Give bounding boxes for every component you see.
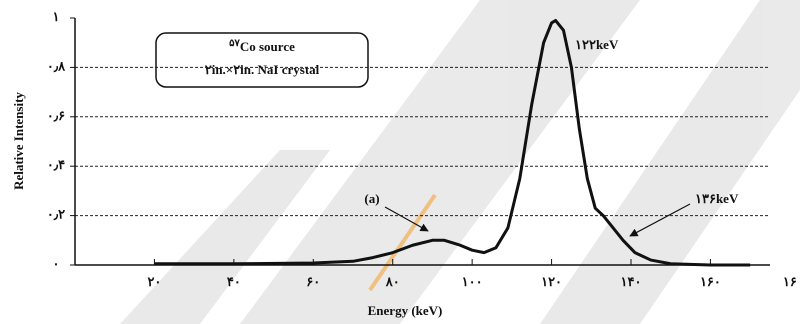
x-tick-label: ۶۰ (306, 274, 320, 289)
annotation-arrow (384, 206, 429, 232)
y-tick-label: ۰ (53, 256, 60, 271)
x-tick-label: ۱۶۰ (700, 274, 721, 289)
y-tick-label: ۰٫۴ (47, 157, 65, 172)
watermark (120, 0, 800, 324)
legend-line2: ۲in.×۲in. NaI crystal (205, 62, 320, 77)
legend-line1: ۵۷Co source (229, 38, 295, 54)
y-tick-label: ۱ (53, 9, 60, 24)
x-tick-label: ۱۴۰ (621, 274, 642, 289)
highlight-stroke (368, 193, 437, 292)
annotation-arrow (629, 203, 691, 237)
y-tick-label: ۰٫۲ (47, 207, 65, 222)
annotation: ۱۲۲keV (575, 37, 619, 52)
x-tick-label: ۱۲۰ (541, 274, 562, 289)
x-tick-label: ۲۰ (147, 274, 161, 289)
annotation: ۱۳۶keV (695, 191, 739, 206)
x-tick-label: ۴۰ (227, 274, 241, 289)
x-tick-label: ۱۶ (783, 274, 797, 289)
annotation: (a) (364, 191, 379, 206)
data-line (154, 18, 751, 267)
y-tick-label: ۰٫۶ (47, 108, 65, 123)
legend-text: Co source (240, 39, 295, 54)
y-tick-label: ۰٫۸ (47, 58, 66, 73)
x-tick-label: ۱۰۰ (462, 274, 483, 289)
x-axis-label: Energy (keV) (368, 303, 443, 318)
superscript: ۵۷ (229, 38, 240, 49)
x-tick-label: ۸۰ (385, 274, 400, 289)
legend-box (155, 32, 369, 88)
y-axis-label: Relative Intensity (11, 92, 26, 190)
